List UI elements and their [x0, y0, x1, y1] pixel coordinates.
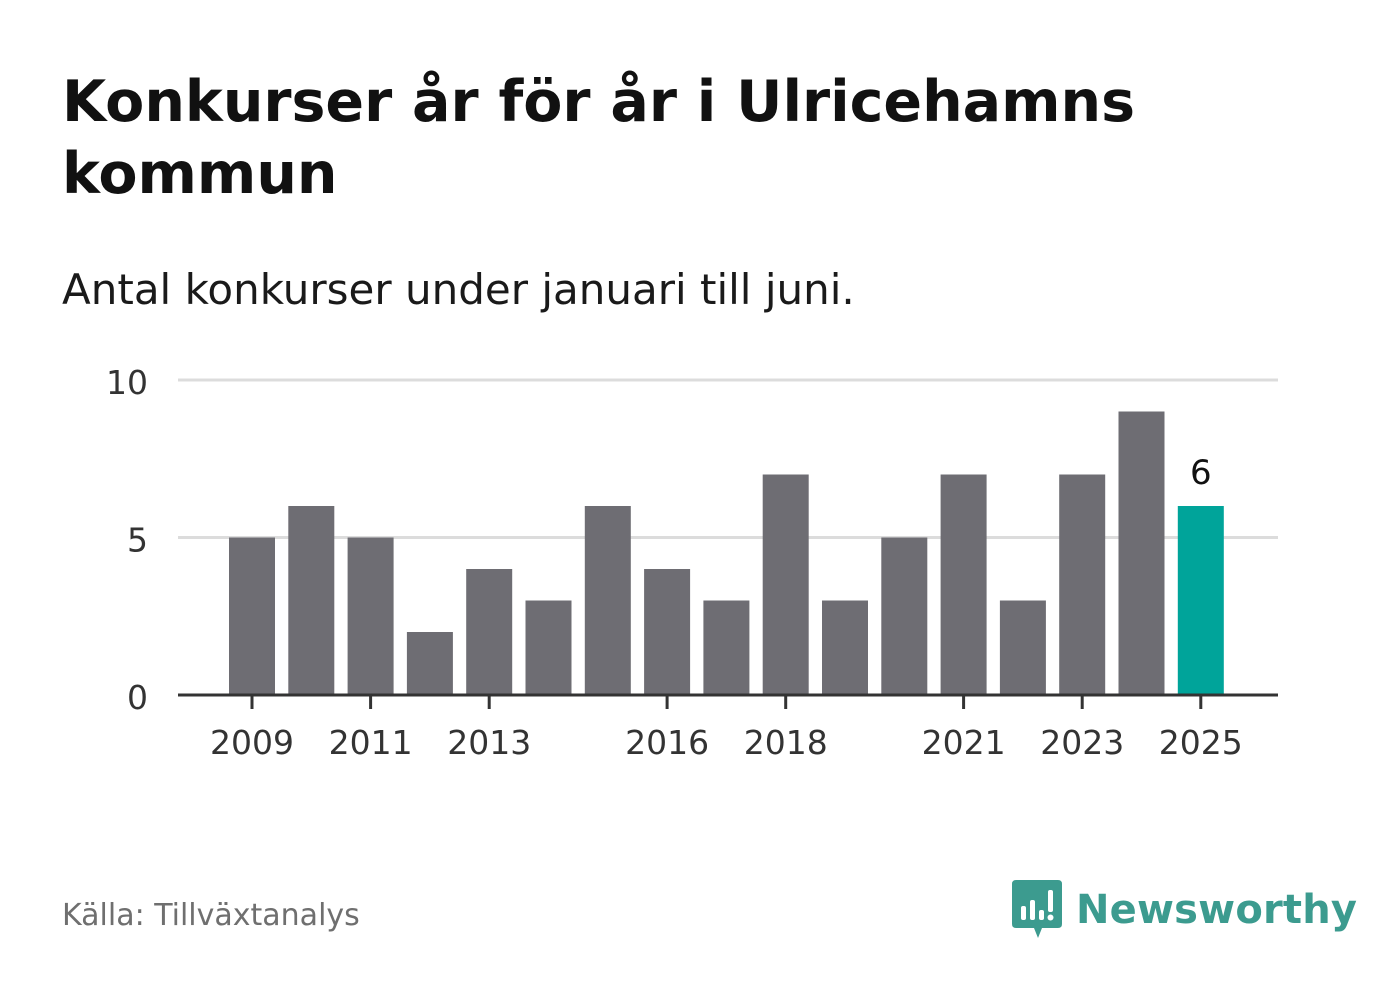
- chart-title: Konkurser år för år i Ulricehamns kommun: [62, 69, 1136, 207]
- bar: [644, 569, 691, 695]
- data-label: 6: [1190, 453, 1212, 493]
- y-tick-label: 10: [106, 363, 148, 402]
- bar: [347, 537, 394, 695]
- x-tick-label: 2009: [210, 723, 294, 762]
- bar: [525, 600, 572, 695]
- bar: [999, 600, 1046, 695]
- x-tick-label: 2013: [447, 723, 531, 762]
- bar: [822, 600, 868, 695]
- y-tick-label: 0: [127, 678, 148, 717]
- bar: [762, 474, 809, 695]
- y-tick-label: 5: [127, 521, 148, 560]
- newsworthy-logo-icon: [1012, 880, 1062, 938]
- bar: [703, 600, 750, 695]
- bar-chart: 0 5 10 6 2009 2011 2013 2016 2018 2021 2023 2025: [106, 363, 1278, 762]
- source-note: Källa: Tillväxtanalys: [62, 898, 360, 933]
- x-tick-label: 2023: [1040, 723, 1124, 762]
- x-tick-label: 2011: [329, 723, 413, 762]
- x-tick-label: 2016: [625, 723, 709, 762]
- bar: [229, 537, 275, 695]
- bar: [1118, 411, 1165, 695]
- x-tick-label: 2025: [1159, 723, 1243, 762]
- x-tick-label: 2021: [922, 723, 1006, 762]
- brand-logo: Newsworthy: [1012, 880, 1357, 940]
- bar: [881, 537, 928, 695]
- x-tick-label: 2018: [744, 723, 828, 762]
- bar: [466, 569, 513, 695]
- bar: [288, 506, 335, 695]
- bar: [940, 474, 987, 695]
- bar: [1059, 474, 1106, 695]
- bar: [1177, 506, 1224, 695]
- brand-name: Newsworthy: [1076, 887, 1358, 933]
- chart-subtitle: Antal konkurser under januari till juni.: [62, 265, 855, 314]
- bar: [406, 632, 453, 695]
- bar: [584, 506, 631, 695]
